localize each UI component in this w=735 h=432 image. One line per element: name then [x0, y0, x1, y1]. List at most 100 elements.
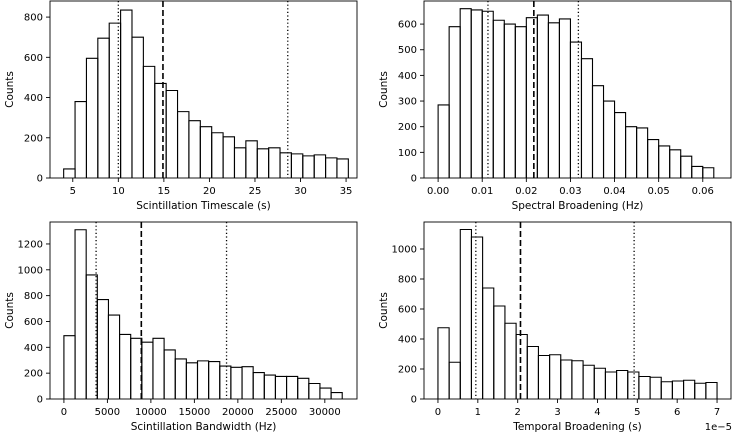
histogram-bar	[504, 322, 517, 399]
histogram-bar	[660, 381, 673, 399]
x-axis-label: Scintillation Timescale (s)	[136, 200, 271, 212]
histogram-bar	[537, 354, 551, 399]
histogram-bar	[638, 375, 651, 399]
y-tick-label: 300	[398, 97, 417, 108]
y-axis-label: Counts	[4, 71, 16, 108]
histogram-bar	[459, 228, 472, 399]
y-tick-label: 1000	[18, 265, 43, 276]
histogram-bar	[142, 65, 156, 178]
histogram-bar	[176, 111, 190, 178]
histogram-bar	[120, 9, 133, 178]
histogram-bar	[616, 369, 629, 399]
histogram-bar	[560, 359, 573, 399]
x-tick-label: 0.06	[692, 186, 714, 197]
histogram-bar	[308, 382, 321, 399]
histogram-bar	[154, 82, 167, 178]
y-tick-label: 500	[398, 45, 417, 56]
x-tick-label: 30000	[309, 407, 341, 418]
histogram-bar	[591, 85, 605, 178]
histogram-bar	[649, 376, 662, 399]
x-tick-label: 10000	[135, 407, 167, 418]
axes-frame	[49, 0, 358, 179]
histogram-bar	[131, 36, 144, 178]
y-tick-label: 800	[398, 275, 417, 286]
x-tick-label: 7	[714, 407, 720, 418]
histogram-bar	[233, 147, 247, 178]
y-axis-label: Counts	[378, 292, 390, 329]
histogram-bar	[525, 17, 538, 178]
histogram-bar	[705, 381, 718, 399]
x-tick-label: 20	[203, 186, 216, 197]
x-tick-label: 0.04	[603, 186, 625, 197]
x-tick-label: 0.03	[559, 186, 581, 197]
x-tick-label: 35	[340, 186, 353, 197]
x-tick-label: 3	[554, 407, 560, 418]
histogram-bar	[130, 337, 143, 399]
x-tick-label: 5	[70, 186, 76, 197]
histogram-bar	[141, 341, 154, 399]
histogram-bar	[459, 8, 472, 178]
histogram-bar	[263, 374, 276, 399]
histogram-bar	[691, 165, 704, 178]
chart-panel-1: 5 10 15 20 25 30 35 0 200 400 600 800 Scintillation …	[4, 0, 358, 212]
histogram-bar	[74, 101, 87, 178]
histogram-bar	[256, 148, 270, 178]
histogram-bar	[63, 335, 76, 399]
histogram-bar	[330, 391, 343, 399]
histogram-bar	[515, 333, 528, 399]
x-tick-label: 0.02	[515, 186, 537, 197]
x-tick-label: 15000	[178, 407, 210, 418]
x-axis-label: Scintillation Bandwidth (Hz)	[131, 421, 277, 432]
histogram-bar	[492, 19, 505, 178]
histogram-bar	[85, 274, 98, 399]
x-tick-label: 4	[594, 407, 600, 418]
histogram-bar	[614, 112, 627, 178]
histogram-bar	[196, 360, 210, 399]
histogram-bar	[602, 100, 616, 178]
histogram-bar	[571, 360, 584, 399]
histogram-bar	[680, 155, 693, 178]
histogram-bar	[245, 140, 258, 178]
histogram-bar	[604, 371, 618, 399]
histogram-bar	[313, 154, 327, 178]
y-tick-label: 1000	[392, 245, 417, 256]
histogram-bar	[627, 371, 640, 399]
histogram-bar	[230, 366, 243, 399]
y-tick-label: 0	[37, 395, 43, 406]
histogram-bar	[119, 333, 132, 399]
histogram-bar	[658, 145, 671, 178]
x-tick-label: 10	[112, 186, 125, 197]
y-tick-label: 0	[411, 395, 417, 406]
histogram-bar	[208, 360, 221, 399]
y-tick-label: 200	[398, 122, 417, 133]
histogram-bar	[302, 155, 315, 178]
histogram-bar	[448, 26, 461, 178]
x-tick-label: 0.01	[471, 186, 493, 197]
histogram-bar	[325, 157, 338, 178]
histogram-bar	[582, 364, 595, 399]
histogram-bar	[549, 354, 562, 399]
histogram-bar	[211, 132, 224, 178]
histogram-bar	[97, 37, 110, 178]
histogram-bar	[279, 152, 292, 178]
histogram-bar	[569, 41, 583, 178]
histogram-bar	[290, 153, 304, 178]
y-tick-label: 400	[24, 343, 43, 354]
y-tick-label: 600	[398, 305, 417, 316]
histogram-bar	[252, 371, 265, 399]
histogram-bar	[188, 120, 201, 178]
x-tick-label: 0	[435, 407, 441, 418]
chart-panel-2: 0.00 0.01 0.02 0.03 0.04 0.05 0.06 0 100 200 300 40…	[378, 0, 732, 212]
x-axis-label: Temporal Broadening (s)	[512, 421, 642, 432]
y-tick-label: 1200	[18, 239, 43, 250]
histogram-bar	[185, 362, 199, 399]
y-tick-label: 600	[24, 53, 43, 64]
histogram-bar	[165, 89, 179, 178]
x-tick-label: 25000	[265, 407, 297, 418]
y-tick-label: 400	[398, 335, 417, 346]
histogram-bar	[470, 9, 483, 178]
chart-panel-4: 0 1 2 3 4 5 6 7 0 200 400 600 800 1000 Temporal Broade…	[378, 221, 732, 432]
x-tick-label: 5	[634, 407, 640, 418]
histogram-bar	[437, 327, 450, 399]
